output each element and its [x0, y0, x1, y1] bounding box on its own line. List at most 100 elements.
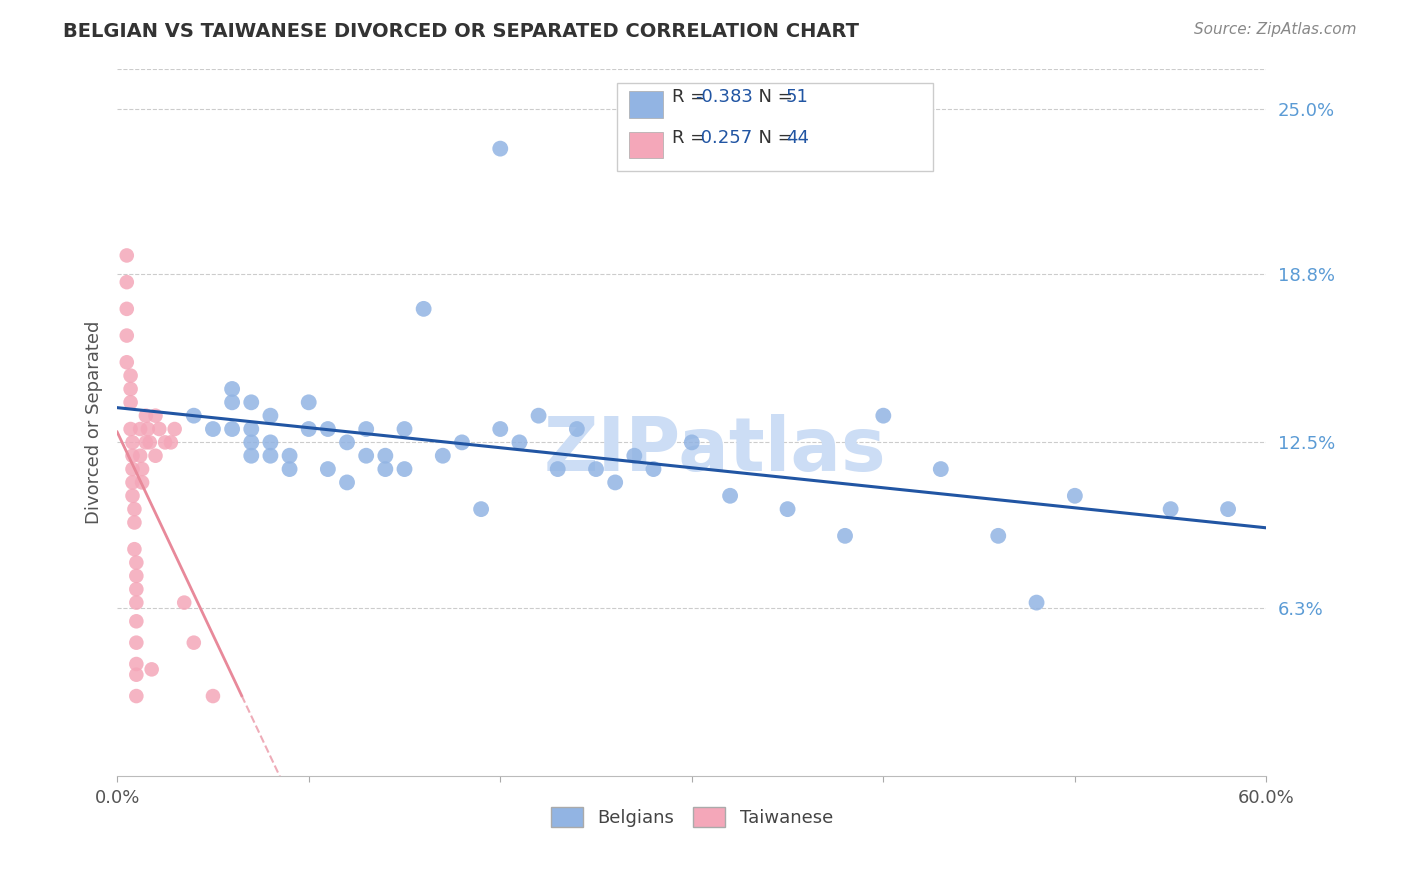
Point	[121, 449, 143, 463]
Point	[163, 422, 186, 436]
Point	[135, 409, 157, 423]
Point	[121, 462, 143, 476]
Point	[125, 615, 148, 629]
Point	[987, 529, 1010, 543]
Point	[159, 435, 181, 450]
Point	[120, 382, 142, 396]
Point	[643, 462, 665, 476]
Point	[489, 422, 512, 436]
Point	[131, 475, 153, 490]
Text: -0.383: -0.383	[695, 88, 754, 106]
Point	[221, 422, 243, 436]
Text: N =: N =	[747, 128, 799, 146]
Point	[354, 449, 377, 463]
Bar	[628, 131, 664, 159]
Point	[115, 301, 138, 316]
Point	[125, 667, 148, 681]
Point	[124, 516, 146, 530]
Point	[336, 435, 359, 450]
Point	[125, 635, 148, 649]
Point	[929, 462, 952, 476]
Point	[141, 662, 163, 676]
Point	[623, 449, 645, 463]
Point	[1063, 489, 1085, 503]
Point	[145, 449, 167, 463]
Point	[124, 542, 146, 557]
Text: 51: 51	[786, 88, 808, 106]
Point	[139, 435, 162, 450]
Point	[394, 462, 416, 476]
Point	[125, 689, 148, 703]
Point	[173, 596, 195, 610]
Point	[394, 422, 416, 436]
Point	[316, 422, 339, 436]
Point	[221, 395, 243, 409]
Text: Source: ZipAtlas.com: Source: ZipAtlas.com	[1194, 22, 1357, 37]
Point	[527, 409, 550, 423]
FancyBboxPatch shape	[617, 83, 934, 171]
Point	[412, 301, 434, 316]
Point	[129, 449, 152, 463]
Point	[125, 657, 148, 671]
Point	[240, 422, 263, 436]
Point	[121, 489, 143, 503]
Point	[240, 395, 263, 409]
Point	[148, 422, 170, 436]
Point	[183, 409, 205, 423]
Text: R =: R =	[672, 128, 711, 146]
Point	[354, 422, 377, 436]
Point	[432, 449, 454, 463]
Point	[508, 435, 530, 450]
Point	[125, 596, 148, 610]
Point	[125, 569, 148, 583]
Point	[585, 462, 607, 476]
Point	[565, 422, 588, 436]
Point	[221, 382, 243, 396]
Text: R =: R =	[672, 88, 711, 106]
Point	[136, 422, 159, 436]
Text: 0.257: 0.257	[695, 128, 752, 146]
Text: N =: N =	[747, 88, 799, 106]
Point	[1025, 596, 1047, 610]
Point	[240, 435, 263, 450]
Point	[259, 409, 281, 423]
Point	[183, 635, 205, 649]
Point	[115, 248, 138, 262]
Point	[278, 462, 301, 476]
Point	[201, 422, 224, 436]
Point	[131, 462, 153, 476]
Point	[278, 449, 301, 463]
Point	[125, 556, 148, 570]
Point	[120, 395, 142, 409]
Y-axis label: Divorced or Separated: Divorced or Separated	[86, 320, 103, 524]
Point	[374, 462, 396, 476]
Text: ZIPatlas: ZIPatlas	[544, 414, 886, 487]
Point	[872, 409, 894, 423]
Point	[298, 422, 321, 436]
Point	[115, 275, 138, 289]
Point	[115, 328, 138, 343]
Point	[259, 435, 281, 450]
Point	[125, 582, 148, 597]
Legend: Belgians, Taiwanese: Belgians, Taiwanese	[544, 800, 839, 834]
Text: 44: 44	[786, 128, 808, 146]
Point	[547, 462, 569, 476]
Point	[681, 435, 703, 450]
Point	[336, 475, 359, 490]
Point	[374, 449, 396, 463]
Point	[776, 502, 799, 516]
Point	[120, 422, 142, 436]
Text: BELGIAN VS TAIWANESE DIVORCED OR SEPARATED CORRELATION CHART: BELGIAN VS TAIWANESE DIVORCED OR SEPARAT…	[63, 22, 859, 41]
Point	[153, 435, 176, 450]
Point	[240, 449, 263, 463]
Point	[718, 489, 741, 503]
Bar	[628, 91, 664, 118]
Point	[124, 502, 146, 516]
Point	[120, 368, 142, 383]
Point	[605, 475, 627, 490]
Point	[470, 502, 492, 516]
Point	[451, 435, 474, 450]
Point	[115, 355, 138, 369]
Point	[259, 449, 281, 463]
Point	[1216, 502, 1239, 516]
